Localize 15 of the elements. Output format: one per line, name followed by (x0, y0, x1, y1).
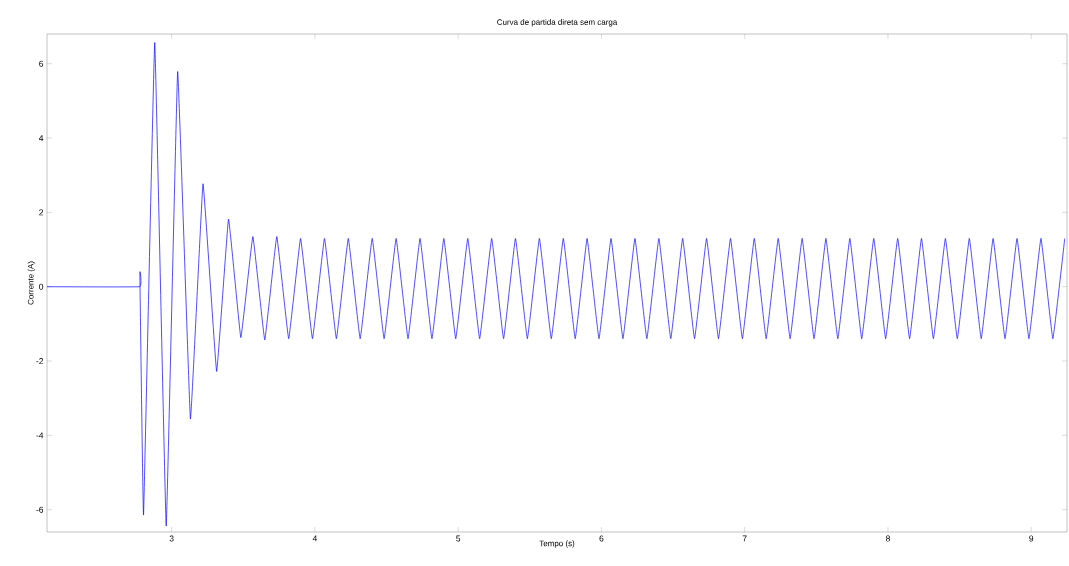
x-tick-label: 5 (456, 535, 461, 542)
x-tick-label: 3 (169, 535, 174, 542)
x-tick-label: 8 (885, 535, 890, 542)
y-tick-label: 2 (39, 209, 44, 216)
line-series (47, 42, 1066, 527)
y-tick-label: -6 (36, 506, 44, 513)
y-tick-label: 4 (38, 135, 44, 141)
x-tick-label: 9 (1029, 535, 1034, 542)
y-tick-label: 0 (39, 283, 44, 290)
y-tick-label: -4 (36, 432, 44, 439)
x-tick-label: 6 (599, 535, 604, 542)
y-tick-label: -2 (36, 358, 44, 364)
x-tick-label: 4 (312, 535, 318, 542)
y-tick-label: 6 (39, 60, 44, 67)
x-tick-label: 7 (742, 535, 747, 542)
